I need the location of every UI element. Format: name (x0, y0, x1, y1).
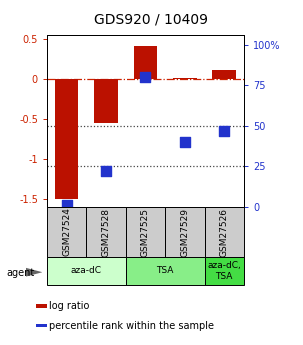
Bar (205, 257, 244, 285)
Point (222, 128, 227, 134)
Bar (126, 257, 205, 285)
Bar (94, 79, 118, 123)
Bar (47, 257, 126, 285)
Point (182, 139, 187, 145)
Bar (126, 207, 165, 257)
Bar (47, 207, 86, 257)
Text: log ratio: log ratio (49, 301, 90, 311)
Polygon shape (26, 268, 42, 277)
Text: aza-dC,
TSA: aza-dC, TSA (207, 261, 241, 280)
Text: GSM27529: GSM27529 (180, 207, 189, 257)
Text: GDS920 / 10409: GDS920 / 10409 (95, 12, 208, 26)
Point (143, 75, 148, 80)
Bar (55, 79, 78, 199)
Text: percentile rank within the sample: percentile rank within the sample (49, 321, 215, 331)
Bar (165, 207, 205, 257)
Text: GSM27524: GSM27524 (62, 208, 71, 256)
Text: TSA: TSA (156, 266, 174, 275)
Bar (134, 46, 157, 79)
Bar (36, 304, 47, 308)
Bar (205, 207, 244, 257)
Text: agent: agent (6, 268, 34, 277)
Point (104, 168, 108, 174)
Bar (212, 70, 236, 79)
Text: GSM27528: GSM27528 (102, 207, 111, 257)
Text: GSM27525: GSM27525 (141, 207, 150, 257)
Text: GSM27526: GSM27526 (220, 207, 229, 257)
Bar (173, 78, 197, 79)
Point (64, 203, 69, 208)
Bar (36, 324, 47, 327)
Bar (86, 207, 126, 257)
Text: aza-dC: aza-dC (71, 266, 102, 275)
